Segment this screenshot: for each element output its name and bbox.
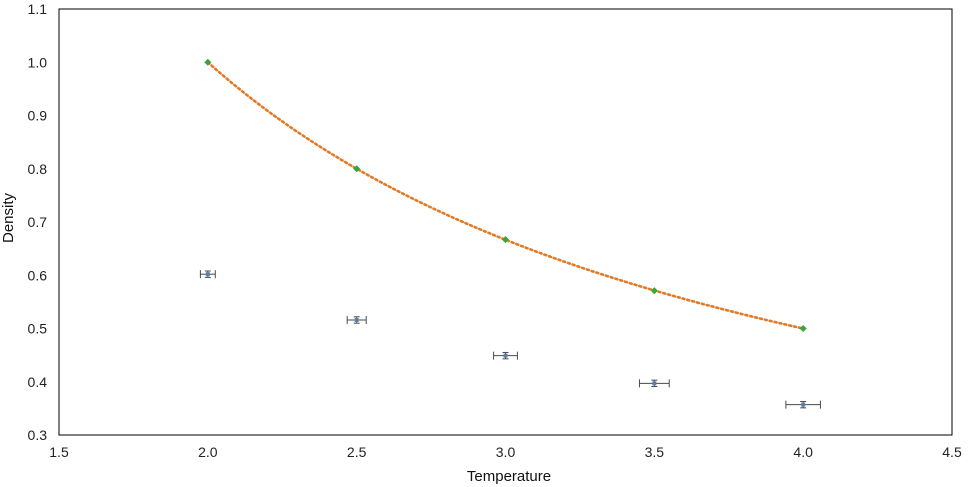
x-tick-label: 2.5 — [347, 444, 367, 460]
y-tick-label: 1.1 — [28, 1, 48, 17]
y-tick-label: 0.6 — [28, 267, 48, 283]
data-point-errorbar — [493, 351, 518, 360]
x-axis-title: Temperature — [467, 468, 551, 485]
plot-area — [58, 8, 953, 436]
x-tick-label: 4.0 — [793, 444, 813, 460]
y-tick-label: 0.8 — [28, 161, 48, 177]
y-tick-label: 0.4 — [28, 374, 48, 390]
y-tick-label: 1.0 — [28, 54, 48, 70]
data-point-errorbar — [199, 270, 216, 279]
data-point-errorbar — [785, 400, 821, 409]
x-tick-label: 3.0 — [496, 444, 516, 460]
data-point-errorbar — [346, 315, 367, 324]
x-tick-label: 1.5 — [49, 444, 69, 460]
y-tick-label: 0.5 — [28, 321, 48, 337]
y-axis-title: Density — [0, 192, 17, 243]
y-tick-label: 0.3 — [28, 427, 48, 443]
data-point-errorbar — [638, 379, 670, 388]
series-layer — [199, 58, 821, 409]
y-tick-label: 0.9 — [28, 108, 48, 124]
fit-curve-point — [799, 324, 807, 333]
data-point-marker — [503, 353, 508, 358]
x-tick-label: 2.0 — [198, 444, 218, 460]
data-point-marker — [801, 402, 806, 407]
y-tick-label: 0.7 — [28, 214, 48, 230]
fit-curve-point — [501, 236, 510, 244]
data-point-marker — [354, 317, 359, 322]
fit-curve-point — [353, 165, 361, 173]
data-point-marker — [652, 381, 657, 386]
y-axis-ticks: 0.3 0.4 0.5 0.6 0.7 0.8 0.9 1.0 1.1 — [28, 1, 48, 443]
x-axis-ticks: 1.5 2.0 2.5 3.0 3.5 4.0 4.5 — [49, 444, 962, 460]
fit-curve-point — [650, 287, 658, 295]
x-tick-label: 4.5 — [942, 444, 962, 460]
fit-curve-point — [204, 58, 212, 66]
data-point-marker — [205, 272, 210, 277]
fit-curve-line — [206, 60, 805, 330]
x-tick-label: 3.5 — [645, 444, 665, 460]
